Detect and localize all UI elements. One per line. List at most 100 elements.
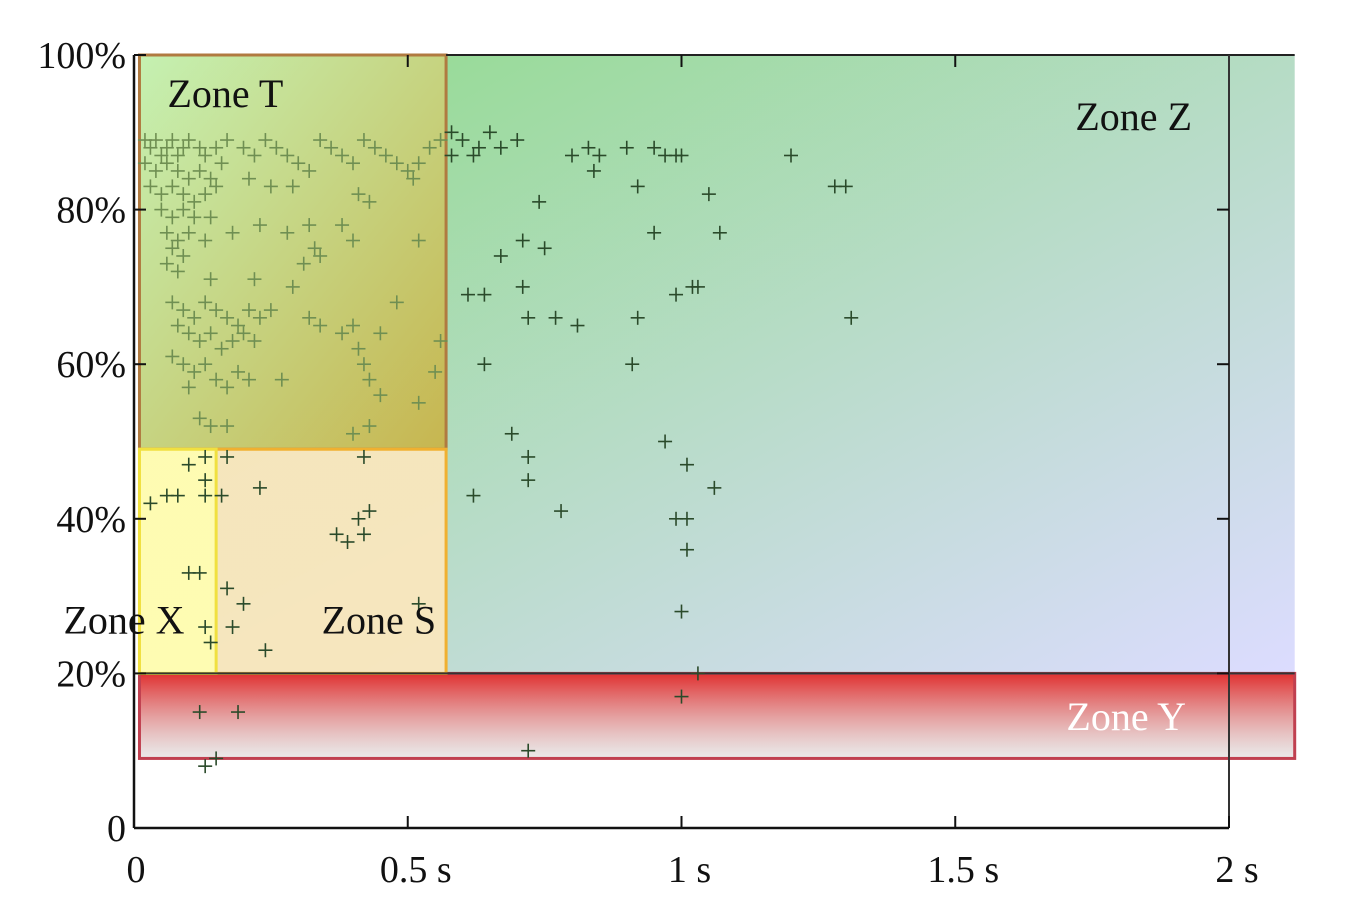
data-point — [203, 210, 218, 225]
data-point — [477, 357, 492, 372]
data-point — [220, 310, 235, 325]
data-point — [148, 163, 163, 178]
data-point — [247, 148, 262, 163]
data-point — [220, 419, 235, 434]
data-point — [170, 163, 185, 178]
data-point — [176, 303, 191, 318]
data-point — [373, 326, 388, 341]
points-layer — [137, 125, 859, 774]
data-point — [181, 326, 196, 341]
data-point — [690, 279, 705, 294]
data-point — [285, 179, 300, 194]
data-point — [400, 163, 415, 178]
data-point — [510, 133, 525, 148]
data-point — [258, 133, 273, 148]
data-point — [647, 225, 662, 240]
data-point — [313, 248, 328, 263]
data-point — [844, 310, 859, 325]
zones-layer — [137, 53, 1297, 760]
data-point — [690, 666, 705, 681]
data-point — [581, 140, 596, 155]
data-point — [236, 326, 251, 341]
zone-x-label: Zone X — [63, 597, 184, 642]
x-tick-label: 1.5 s — [927, 849, 999, 891]
data-point — [455, 133, 470, 148]
data-point — [356, 527, 371, 542]
data-point — [466, 488, 481, 503]
data-point — [701, 187, 716, 202]
data-point — [335, 218, 350, 233]
data-point — [170, 233, 185, 248]
data-point — [444, 148, 459, 163]
data-point — [647, 140, 662, 155]
data-point — [411, 233, 426, 248]
data-point — [707, 480, 722, 495]
data-point — [165, 349, 180, 364]
data-point — [220, 133, 235, 148]
data-point — [630, 179, 645, 194]
data-point — [198, 449, 213, 464]
data-point — [263, 303, 278, 318]
data-point — [674, 604, 689, 619]
data-point — [187, 310, 202, 325]
data-point — [214, 156, 229, 171]
data-point — [493, 248, 508, 263]
data-point — [356, 357, 371, 372]
data-point — [181, 133, 196, 148]
data-point — [198, 488, 213, 503]
data-point — [373, 388, 388, 403]
y-tick-label: 60% — [56, 344, 126, 386]
data-point — [203, 326, 218, 341]
data-point — [466, 148, 481, 163]
data-point — [220, 581, 235, 596]
data-point — [307, 241, 322, 256]
data-point — [198, 759, 213, 774]
data-point — [203, 272, 218, 287]
data-point — [269, 140, 284, 155]
axes-layer — [132, 54, 1230, 830]
zone-labels-layer: Zone Z Zone T Zone S Zone X Zone Y — [63, 71, 1192, 739]
data-point — [170, 488, 185, 503]
data-point — [181, 171, 196, 186]
data-point — [351, 511, 366, 526]
zone-s-label: Zone S — [322, 597, 436, 642]
data-point — [231, 318, 246, 333]
data-point — [252, 218, 267, 233]
data-point — [203, 419, 218, 434]
data-point — [198, 295, 213, 310]
data-point — [192, 705, 207, 720]
data-point — [838, 179, 853, 194]
data-point — [521, 449, 536, 464]
data-point — [592, 148, 607, 163]
data-point — [214, 341, 229, 356]
data-point — [154, 148, 169, 163]
zone-z-label: Zone Z — [1075, 94, 1192, 139]
data-point — [712, 225, 727, 240]
data-point — [236, 140, 251, 155]
data-point — [198, 148, 213, 163]
data-point — [165, 179, 180, 194]
data-point — [346, 233, 360, 248]
data-point — [165, 295, 180, 310]
data-point — [181, 225, 196, 240]
data-point — [165, 210, 180, 225]
data-point — [406, 171, 421, 186]
data-point — [521, 473, 536, 488]
data-point — [351, 341, 366, 356]
data-point — [203, 635, 218, 650]
x-tick-label: 0 — [127, 849, 146, 891]
x-tick-label: 2 s — [1215, 849, 1258, 891]
data-point — [209, 751, 224, 766]
data-point — [356, 133, 371, 148]
data-point — [477, 287, 492, 302]
data-point — [159, 225, 174, 240]
data-point — [236, 596, 251, 611]
data-point — [258, 643, 273, 658]
data-point — [679, 457, 694, 472]
data-point — [619, 140, 634, 155]
data-point — [313, 133, 328, 148]
data-point — [143, 140, 158, 155]
data-point — [225, 225, 240, 240]
data-point — [231, 705, 246, 720]
zone-y-label: Zone Y — [1066, 694, 1186, 739]
